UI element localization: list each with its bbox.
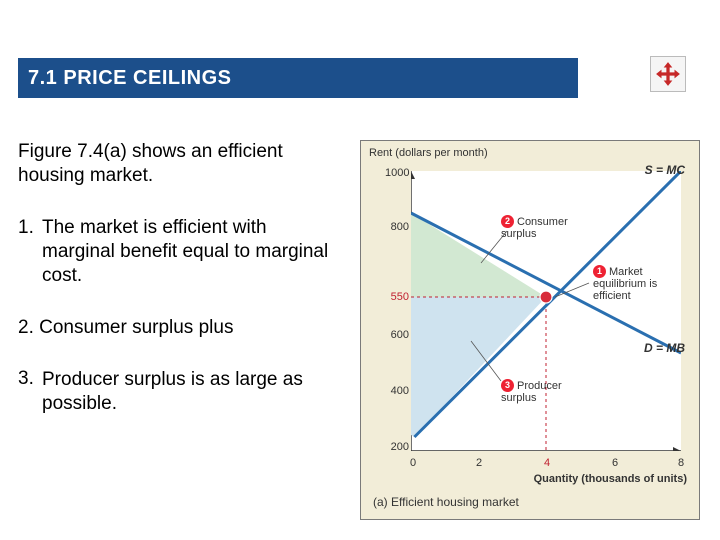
annotation-eq: 1Market equilibrium is efficient [593,265,663,302]
ytick: 800 [385,221,409,233]
point-2: 2. Consumer surplus plus [18,316,338,340]
ytick-special: 550 [385,291,409,303]
point-1: 1. The market is efficient with marginal… [18,216,338,288]
ytick: 1000 [385,167,409,179]
supply-label: S = MC [645,163,685,177]
section-title: 7.1 PRICE CEILINGS [28,67,232,90]
move-icon[interactable] [650,56,686,92]
demand-label: D = MB [644,341,685,355]
x-axis-label: Quantity (thousands of units) [534,473,687,485]
xtick: 2 [469,457,489,469]
ytick: 400 [385,385,409,397]
xtick: 0 [403,457,423,469]
plot-area [411,171,681,451]
chart-svg [411,171,681,451]
figure-intro: Figure 7.4(a) shows an efficient housing… [18,140,338,188]
annotation-ps: 3Producer surplus [501,379,571,404]
point-text: Consumer surplus plus [39,317,233,338]
annotation-cs: 2Consumer surplus [501,215,571,240]
point-3: 3. Producer surplus is as large as possi… [18,367,338,415]
ytick: 200 [385,441,409,453]
xtick: 8 [671,457,691,469]
producer-surplus-region [411,297,546,437]
point-number: 1. [18,217,34,238]
chart-panel: Rent (dollars per month) 200 [360,140,700,520]
marker-icon: 1 [593,265,606,278]
ytick: 600 [385,329,409,341]
marker-icon: 3 [501,379,514,392]
chart-caption: (a) Efficient housing market [373,495,519,509]
point-number: 3. [18,368,34,389]
point-text: Producer surplus is as large as possible… [18,368,338,416]
xtick: 6 [605,457,625,469]
y-axis-label: Rent (dollars per month) [369,147,488,159]
point-text: The market is efficient with marginal be… [18,216,338,287]
equilibrium-point [540,291,552,303]
xtick: 4 [537,457,557,469]
text-column: Figure 7.4(a) shows an efficient housing… [18,140,338,444]
marker-icon: 2 [501,215,514,228]
section-header: 7.1 PRICE CEILINGS [18,58,578,98]
point-number: 2. [18,317,34,338]
